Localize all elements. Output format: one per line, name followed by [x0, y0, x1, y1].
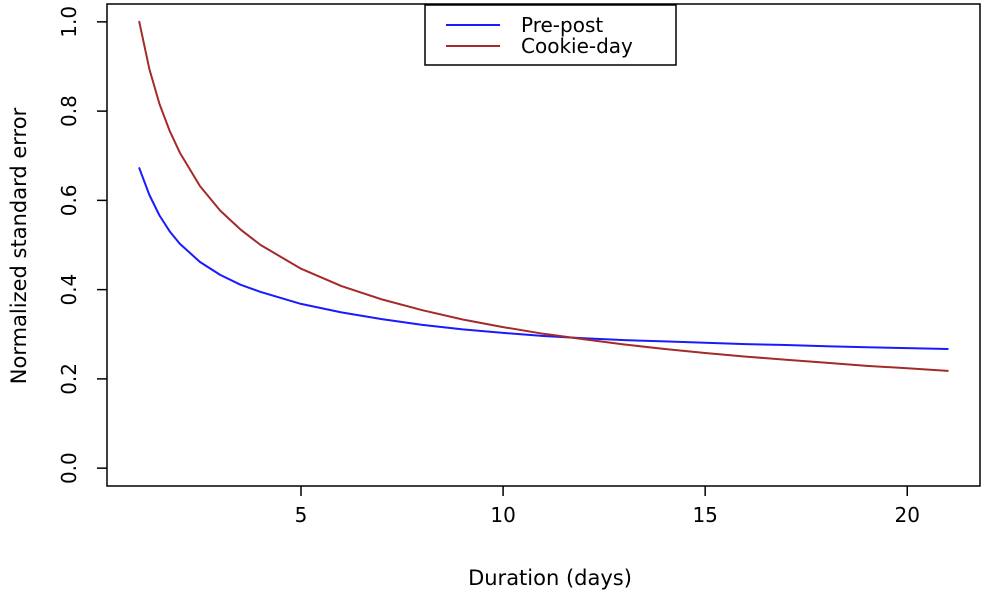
y-tick-label: 0.8 [57, 95, 81, 127]
y-tick-label: 1.0 [57, 6, 81, 38]
legend-label-cookie-day: Cookie-day [521, 34, 633, 58]
series-line-cookie-day [138, 20, 949, 372]
series-line-pre-post [138, 167, 949, 350]
x-tick-label: 5 [295, 503, 308, 527]
y-axis-title: Normalized standard error [7, 107, 31, 384]
x-tick-label: 15 [692, 503, 717, 527]
x-axis: 5 10 15 20 [295, 486, 920, 527]
plot-frame [106, 3, 981, 487]
x-tick-label: 10 [490, 503, 515, 527]
legend-box [424, 4, 677, 66]
y-tick-label: 0.6 [57, 184, 81, 216]
legend: Pre-post Cookie-day [424, 4, 677, 66]
y-axis: 0.0 0.2 0.4 0.6 0.8 1.0 [57, 6, 107, 484]
x-tick-label: 20 [895, 503, 920, 527]
y-tick-label: 0.2 [57, 363, 81, 395]
legend-label-pre-post: Pre-post [521, 13, 603, 37]
y-tick-label: 0.0 [57, 452, 81, 484]
series-layer [138, 20, 949, 372]
y-tick-label: 0.4 [57, 274, 81, 306]
x-axis-title: Duration (days) [468, 566, 632, 590]
